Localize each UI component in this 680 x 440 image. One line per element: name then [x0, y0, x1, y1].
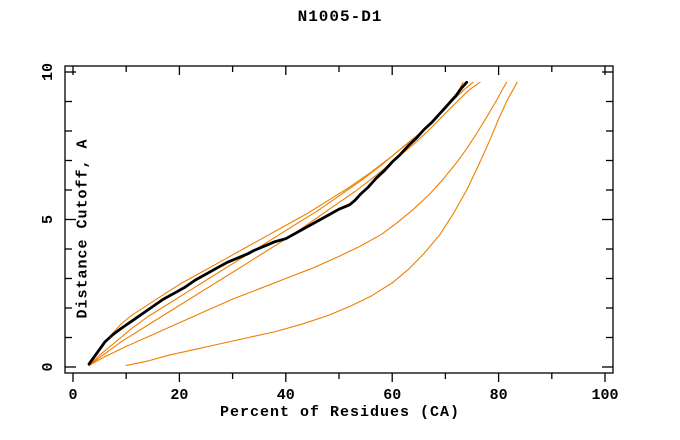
series-model-orange-outlier [125, 81, 518, 367]
x-tick-label: 0 [68, 387, 77, 404]
series-model-orange-4 [88, 81, 508, 367]
y-tick-label: 10 [40, 63, 57, 81]
x-tick-label: 80 [490, 387, 508, 404]
tick-labels: 0 20 40 60 80 100 0 5 10 [40, 63, 619, 404]
axis-ticks [65, 66, 613, 382]
series-model-highlight [87, 80, 469, 366]
x-tick-label: 20 [170, 387, 188, 404]
x-tick-label: 60 [383, 387, 401, 404]
y-tick-label: 5 [40, 215, 57, 224]
series-model-orange-1 [88, 81, 464, 364]
y-tick-label: 0 [40, 362, 57, 371]
x-tick-label: 100 [591, 387, 618, 404]
plot-border [64, 65, 614, 374]
series-model-orange-3 [88, 81, 481, 367]
x-axis-label: Percent of Residues (CA) [219, 404, 461, 421]
series-model-orange-2 [88, 81, 474, 367]
x-tick-label: 40 [277, 387, 295, 404]
chart-title: N1005-D1 [297, 8, 383, 26]
